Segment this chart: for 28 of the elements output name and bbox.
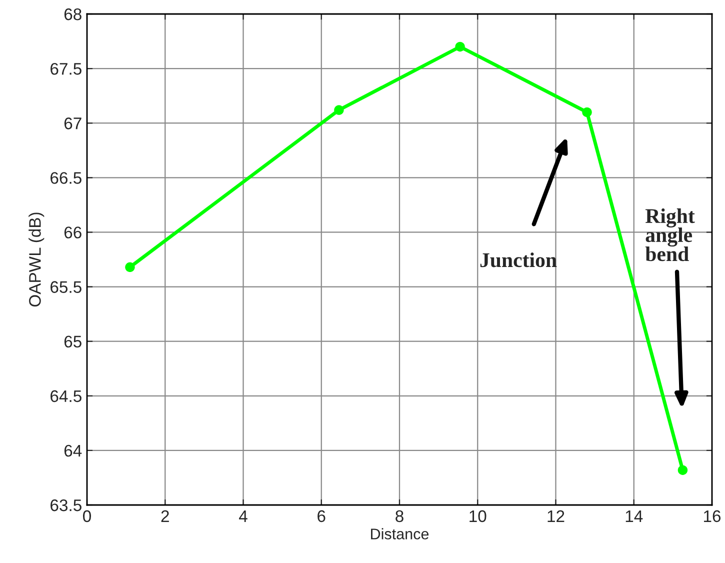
y-tick-label: 66.5 [50, 172, 82, 184]
point [125, 262, 135, 272]
x-tick-label: 4 [239, 510, 248, 522]
x-axis-title: Distance [371, 528, 429, 540]
y-tick-label: 68 [64, 8, 82, 20]
y-tick-label: 67 [64, 118, 82, 130]
annotation: Right angle bend [645, 208, 695, 262]
point [334, 105, 344, 115]
point [455, 42, 465, 52]
point [678, 465, 688, 475]
point [582, 107, 592, 118]
x-tick-label: 12 [548, 510, 564, 522]
y-tick-label: 64 [64, 444, 82, 457]
x-tick-label: 6 [318, 510, 326, 522]
x-tick-label: 14 [626, 510, 643, 522]
y-tick-label: 65 [64, 336, 82, 348]
x-tick-label: 0 [83, 510, 91, 522]
x-tick-label: 10 [470, 510, 486, 522]
y-axis-title: OAPWL (dB) [28, 212, 44, 307]
y-tick-label: 64.5 [50, 390, 82, 402]
x-tick-label: 2 [161, 510, 169, 522]
y-tick-label: 65.5 [50, 281, 82, 293]
y-tick-label: 66 [64, 226, 82, 238]
x-tick-label: 16 [704, 510, 721, 522]
y-tick-label: 63.5 [50, 499, 82, 512]
y-tick-label: 67.5 [50, 62, 82, 75]
annotation: Junction [480, 252, 557, 268]
x-tick-label: 8 [396, 510, 404, 522]
